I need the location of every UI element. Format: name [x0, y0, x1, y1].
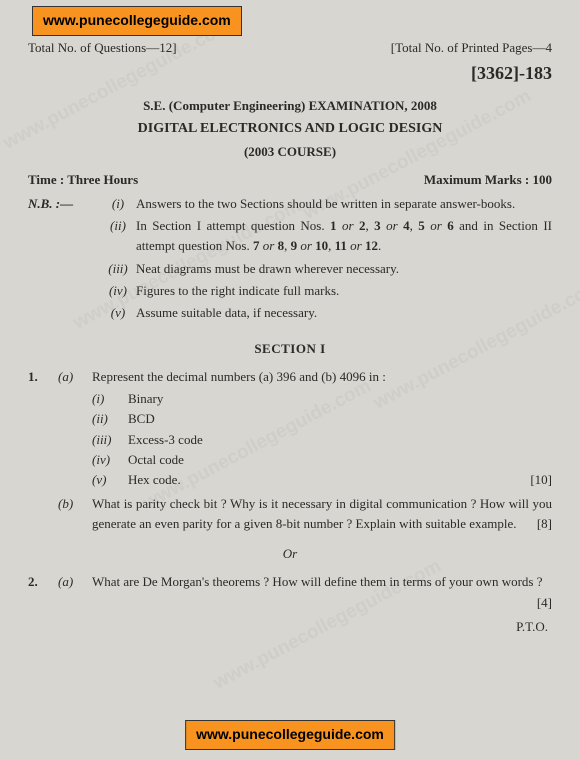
q-text: Represent the decimal numbers (a) 396 an…: [92, 367, 552, 387]
question-1a: 1. (a) Represent the decimal numbers (a)…: [28, 367, 552, 387]
sub-num: (v): [92, 470, 128, 490]
q-text: What is parity check bit ? Why is it nec…: [92, 494, 552, 534]
nb-text: Answers to the two Sections should be wr…: [136, 194, 552, 214]
q-num: 1.: [28, 367, 58, 387]
nb-num: (iii): [100, 259, 136, 279]
sub-item: (iv)Octal code: [92, 450, 552, 470]
nb-text: In Section I attempt question Nos. 1 or …: [136, 216, 552, 256]
sub-text: Octal code: [128, 450, 552, 470]
time-label: Time : Three Hours: [28, 170, 138, 190]
nb-item: (iv)Figures to the right indicate full m…: [100, 281, 552, 301]
nb-label: N.B. :—: [28, 194, 100, 325]
paper-code: [3362]-183: [28, 60, 552, 88]
pto: P.T.O.: [28, 617, 552, 637]
question-1b: (b) What is parity check bit ? Why is it…: [28, 494, 552, 534]
sub-num: (ii): [92, 409, 128, 429]
url-badge-top: www.punecollegeguide.com: [32, 6, 242, 36]
marks: [10]: [530, 470, 552, 490]
q-num: [28, 494, 58, 534]
sub-item: (iii)Excess-3 code: [92, 430, 552, 450]
sub-text: Hex code.[10]: [128, 470, 552, 490]
nb-item: (i)Answers to the two Sections should be…: [100, 194, 552, 214]
nb-text: Figures to the right indicate full marks…: [136, 281, 552, 301]
nb-num: (v): [100, 303, 136, 323]
nb-num: (ii): [100, 216, 136, 256]
nb-text: Assume suitable data, if necessary.: [136, 303, 552, 323]
nb-item: (ii)In Section I attempt question Nos. 1…: [100, 216, 552, 256]
subject-title: DIGITAL ELECTRONICS AND LOGIC DESIGN: [28, 118, 552, 140]
sub-num: (iii): [92, 430, 128, 450]
sub-text: Excess-3 code: [128, 430, 552, 450]
nb-item: (v)Assume suitable data, if necessary.: [100, 303, 552, 323]
exam-title: S.E. (Computer Engineering) EXAMINATION,…: [28, 96, 552, 116]
sub-item: (v)Hex code.[10]: [92, 470, 552, 490]
sub-num: (iv): [92, 450, 128, 470]
nb-num: (iv): [100, 281, 136, 301]
marks: [4]: [537, 593, 552, 613]
q-sub: (b): [58, 494, 92, 534]
sub-num: (i): [92, 389, 128, 409]
course-year: (2003 COURSE): [28, 142, 552, 162]
or-separator: Or: [28, 544, 552, 564]
q-text: What are De Morgan's theorems ? How will…: [92, 572, 552, 612]
header-row: Total No. of Questions—12] [Total No. of…: [28, 38, 552, 58]
nb-num: (i): [100, 194, 136, 214]
sub-item: (ii)BCD: [92, 409, 552, 429]
q-sub: (a): [58, 367, 92, 387]
sub-text: BCD: [128, 409, 552, 429]
sub-text: Binary: [128, 389, 552, 409]
nb-text: Neat diagrams must be drawn wherever nec…: [136, 259, 552, 279]
section-heading: SECTION I: [28, 339, 552, 359]
meta-row: Time : Three Hours Maximum Marks : 100: [28, 170, 552, 190]
nb-item: (iii)Neat diagrams must be drawn whereve…: [100, 259, 552, 279]
marks: [8]: [537, 514, 552, 534]
max-marks: Maximum Marks : 100: [424, 170, 552, 190]
question-2a: 2. (a) What are De Morgan's theorems ? H…: [28, 572, 552, 612]
total-pages: [Total No. of Printed Pages—4: [391, 38, 552, 58]
sub-item: (i)Binary: [92, 389, 552, 409]
title-block: S.E. (Computer Engineering) EXAMINATION,…: [28, 96, 552, 162]
q1-sublist: (i)Binary(ii)BCD(iii)Excess-3 code(iv)Oc…: [28, 389, 552, 490]
url-badge-bottom: www.punecollegeguide.com: [185, 720, 395, 750]
q-num: 2.: [28, 572, 58, 612]
total-questions: Total No. of Questions—12]: [28, 38, 177, 58]
nb-items: (i)Answers to the two Sections should be…: [100, 194, 552, 325]
nb-block: N.B. :— (i)Answers to the two Sections s…: [28, 194, 552, 325]
q-sub: (a): [58, 572, 92, 612]
